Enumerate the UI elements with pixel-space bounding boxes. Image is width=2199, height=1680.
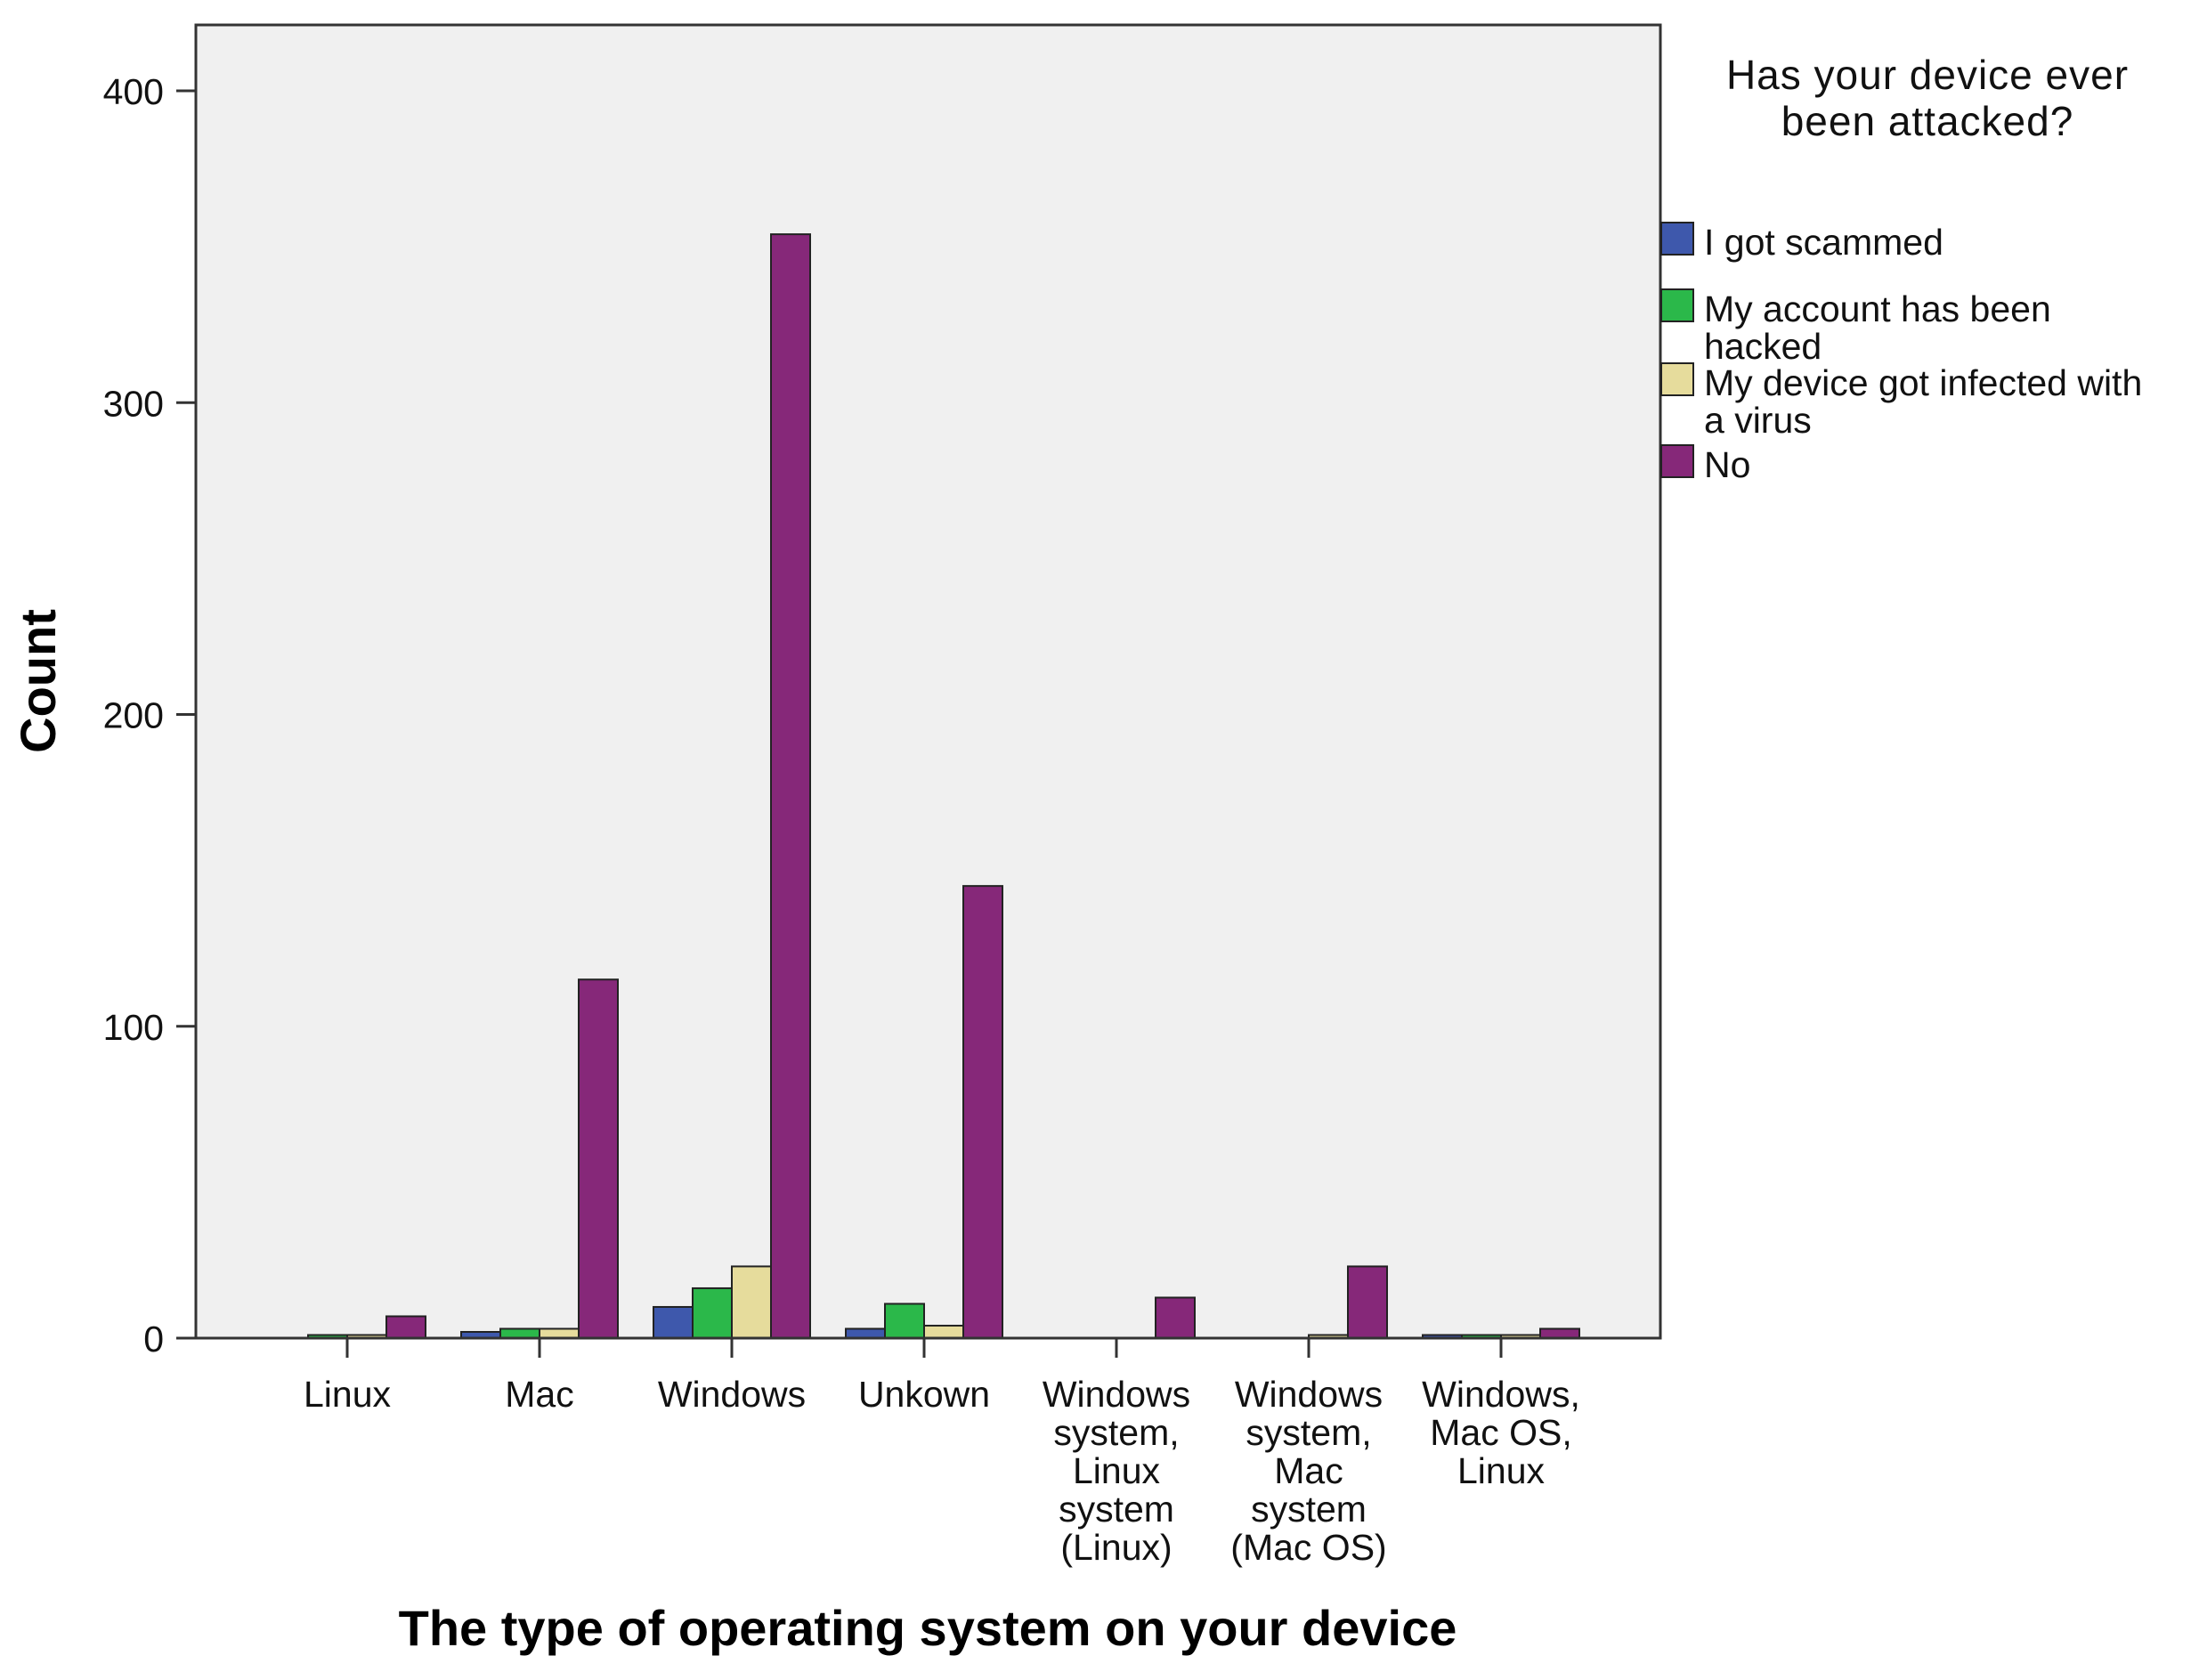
bar (1155, 1296, 1196, 1340)
x-axis-ticks: Linux Mac Windows Unkown Windows system, Linux… (304, 1338, 1580, 1568)
x-tick-label: Linux (304, 1374, 392, 1415)
x-tick-label-line: Windows, (1422, 1374, 1580, 1415)
legend-title: Has your device ever been attacked? (1726, 52, 2129, 144)
y-tick-label: 0 (143, 1319, 164, 1359)
bar (1539, 1327, 1580, 1340)
x-tick-label: Unkown (858, 1374, 990, 1415)
plot-background (194, 23, 1662, 1340)
legend-label: No (1704, 444, 1750, 485)
legend-label: My account has been hacked (1704, 288, 2051, 367)
y-axis-title: Count (10, 609, 66, 753)
bar (731, 1265, 772, 1340)
legend: Has your device ever been attacked? I got … (1660, 52, 2142, 485)
bar (1347, 1265, 1388, 1340)
bar (539, 1327, 580, 1340)
legend-label: I got scammed (1704, 222, 1943, 263)
legend-label-line: My device got infected with (1704, 362, 2142, 403)
x-tick-label-line: Linux (1457, 1450, 1546, 1491)
y-tick-label: 300 (103, 383, 164, 424)
bar (884, 1303, 925, 1340)
bar (923, 1324, 964, 1339)
y-tick-label: 100 (103, 1007, 164, 1048)
x-tick-label-line: (Mac OS) (1230, 1527, 1386, 1568)
x-tick-label-line: Windows (1235, 1374, 1383, 1415)
bar (962, 885, 1003, 1339)
bar (653, 1305, 694, 1339)
x-tick-label-line: Windows (1043, 1374, 1190, 1415)
legend-item: My device got infected with a virus (1660, 362, 2142, 441)
legend-label-line: No (1704, 444, 1750, 485)
x-tick-label-line: Mac OS, (1430, 1412, 1571, 1453)
x-tick-label: Windows, Mac OS, Linux (1422, 1374, 1580, 1491)
x-tick-label: Windows (658, 1374, 806, 1415)
x-tick-label-line: Mac (505, 1374, 573, 1415)
legend-label-line: a virus (1704, 400, 1812, 441)
legend-swatch (1660, 444, 1694, 478)
x-tick-label-line: system (1059, 1489, 1174, 1530)
x-tick-label-line: system (1251, 1489, 1367, 1530)
x-tick-label-line: Linux (1073, 1450, 1161, 1491)
legend-title-line: Has your device ever (1726, 52, 2129, 98)
x-tick-label-line: Mac (1274, 1450, 1343, 1491)
bar (770, 233, 811, 1339)
legend-item: My account has been hacked (1660, 288, 2051, 367)
bars-layer (307, 233, 1580, 1340)
bar (499, 1327, 540, 1340)
x-tick-label: Mac (505, 1374, 573, 1415)
x-tick-label-line: Unkown (858, 1374, 990, 1415)
bar (692, 1286, 733, 1339)
y-tick-label: 200 (103, 695, 164, 736)
legend-item: No (1660, 444, 1750, 485)
x-tick-label-line: Windows (658, 1374, 806, 1415)
x-tick-label-line: system, (1246, 1412, 1371, 1453)
x-tick-label: Windows system, Mac system (Mac OS) (1230, 1374, 1386, 1568)
x-tick-label-line: (Linux) (1060, 1527, 1172, 1568)
legend-title-line: been attacked? (1781, 98, 2074, 144)
x-tick-label: Windows system, Linux system (Linux) (1043, 1374, 1190, 1568)
legend-swatch (1660, 362, 1694, 396)
legend-label-line: My account has been (1704, 288, 2051, 329)
y-axis-ticks: 0 100 200 300 400 (103, 71, 196, 1359)
bar (845, 1327, 886, 1340)
y-tick-label: 400 (103, 71, 164, 112)
legend-label-line: hacked (1704, 326, 1822, 367)
legend-swatch (1660, 222, 1694, 256)
x-axis-title: The type of operating system on your dev… (399, 1600, 1457, 1656)
legend-label-line: I got scammed (1704, 222, 1943, 263)
legend-swatch (1660, 288, 1694, 322)
x-tick-label-line: Linux (304, 1374, 392, 1415)
bar (578, 978, 619, 1340)
legend-item: I got scammed (1660, 222, 1943, 263)
x-tick-label-line: system, (1053, 1412, 1179, 1453)
bar (385, 1315, 426, 1340)
legend-label: My device got infected with a virus (1704, 362, 2142, 441)
